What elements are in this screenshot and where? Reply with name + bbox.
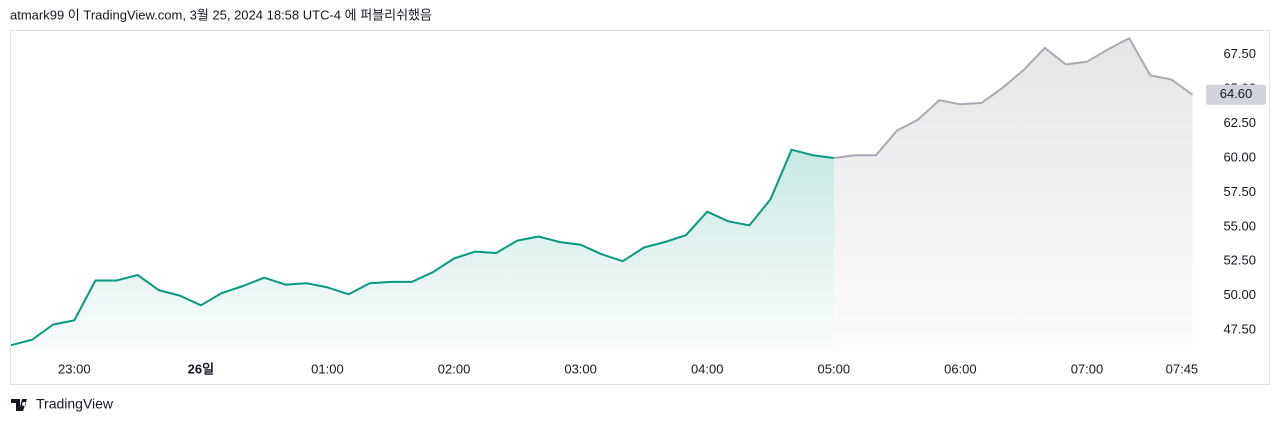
area: [833, 38, 1193, 351]
x-tick-label: 07:45: [1166, 361, 1199, 376]
y-tick-label: 57.50: [1223, 184, 1256, 199]
y-tick-label: 67.50: [1223, 46, 1256, 61]
chart-frame: [10, 30, 1270, 385]
x-tick-label: 03:00: [564, 361, 597, 376]
y-tick-label: 47.50: [1223, 321, 1256, 336]
x-tick-label: 26일: [188, 361, 214, 376]
y-tick-label: 60.00: [1223, 149, 1256, 164]
tv-logo: [11, 399, 27, 411]
footer-brand: TradingView: [36, 396, 114, 412]
y-tick-label: 62.50: [1223, 115, 1256, 130]
x-tick-label: 02:00: [438, 361, 471, 376]
y-tick-label: 50.00: [1223, 287, 1256, 302]
y-tick-label: 55.00: [1223, 218, 1256, 233]
x-tick-label: 05:00: [818, 361, 851, 376]
x-tick-label: 23:00: [58, 361, 91, 376]
price-line: [10, 148, 834, 347]
last-price-label: 64.60: [1220, 86, 1253, 101]
last-price-badge: [1206, 84, 1266, 105]
price-line: [833, 37, 1194, 159]
y-tick-label: 52.50: [1223, 253, 1256, 268]
area: [11, 149, 834, 350]
header-title: atmark99 이 TradingView.com, 3월 25, 2024 …: [10, 7, 432, 22]
x-tick-label: 07:00: [1071, 361, 1104, 376]
x-tick-label: 06:00: [944, 361, 977, 376]
x-tick-label: 01:00: [311, 361, 344, 376]
x-tick-label: 04:00: [691, 361, 724, 376]
